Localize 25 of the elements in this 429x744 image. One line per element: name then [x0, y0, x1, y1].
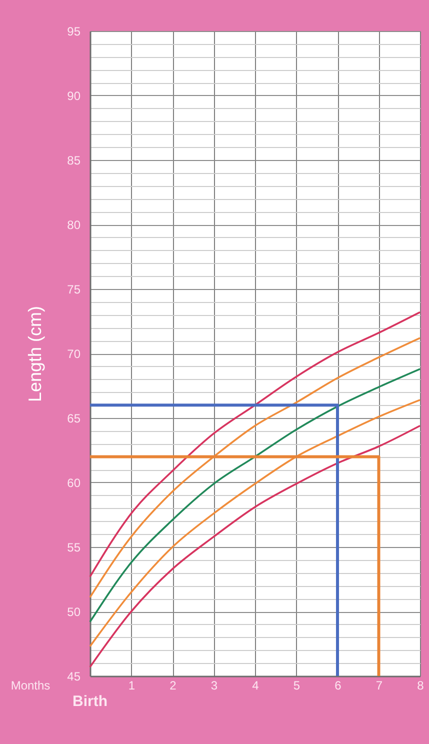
y-tick-label: 75 — [67, 282, 81, 296]
y-tick-label: 50 — [67, 605, 81, 619]
text: Birth — [72, 693, 108, 710]
y-tick-label: 60 — [67, 476, 81, 490]
line-series — [89, 424, 421, 668]
x-tick-label: 8 — [417, 678, 424, 692]
x-tick-label: 5 — [293, 678, 300, 692]
y-tick-label: 70 — [67, 347, 81, 361]
y-tick-label: 95 — [67, 24, 81, 38]
y-tick-label: 85 — [67, 154, 81, 168]
y-tick-label: 45 — [67, 670, 81, 684]
x-tick-label: 7 — [376, 678, 383, 692]
y-tick-label: 80 — [67, 218, 81, 232]
x-tick-label: 4 — [252, 678, 260, 692]
y-tick-label: 55 — [67, 540, 81, 554]
line-series — [89, 368, 421, 623]
x-tick-label: 3 — [210, 678, 218, 692]
y-axis-title: Length (cm) — [25, 306, 46, 402]
y-tick-label: 65 — [67, 412, 81, 426]
x-tick-label: 2 — [170, 678, 177, 692]
y-tick-label: 90 — [67, 89, 81, 103]
x-tick-label: 6 — [334, 678, 342, 692]
x-tick-label: 1 — [128, 678, 136, 692]
x-axis-title: Months — [10, 678, 50, 692]
line-series — [89, 311, 421, 578]
